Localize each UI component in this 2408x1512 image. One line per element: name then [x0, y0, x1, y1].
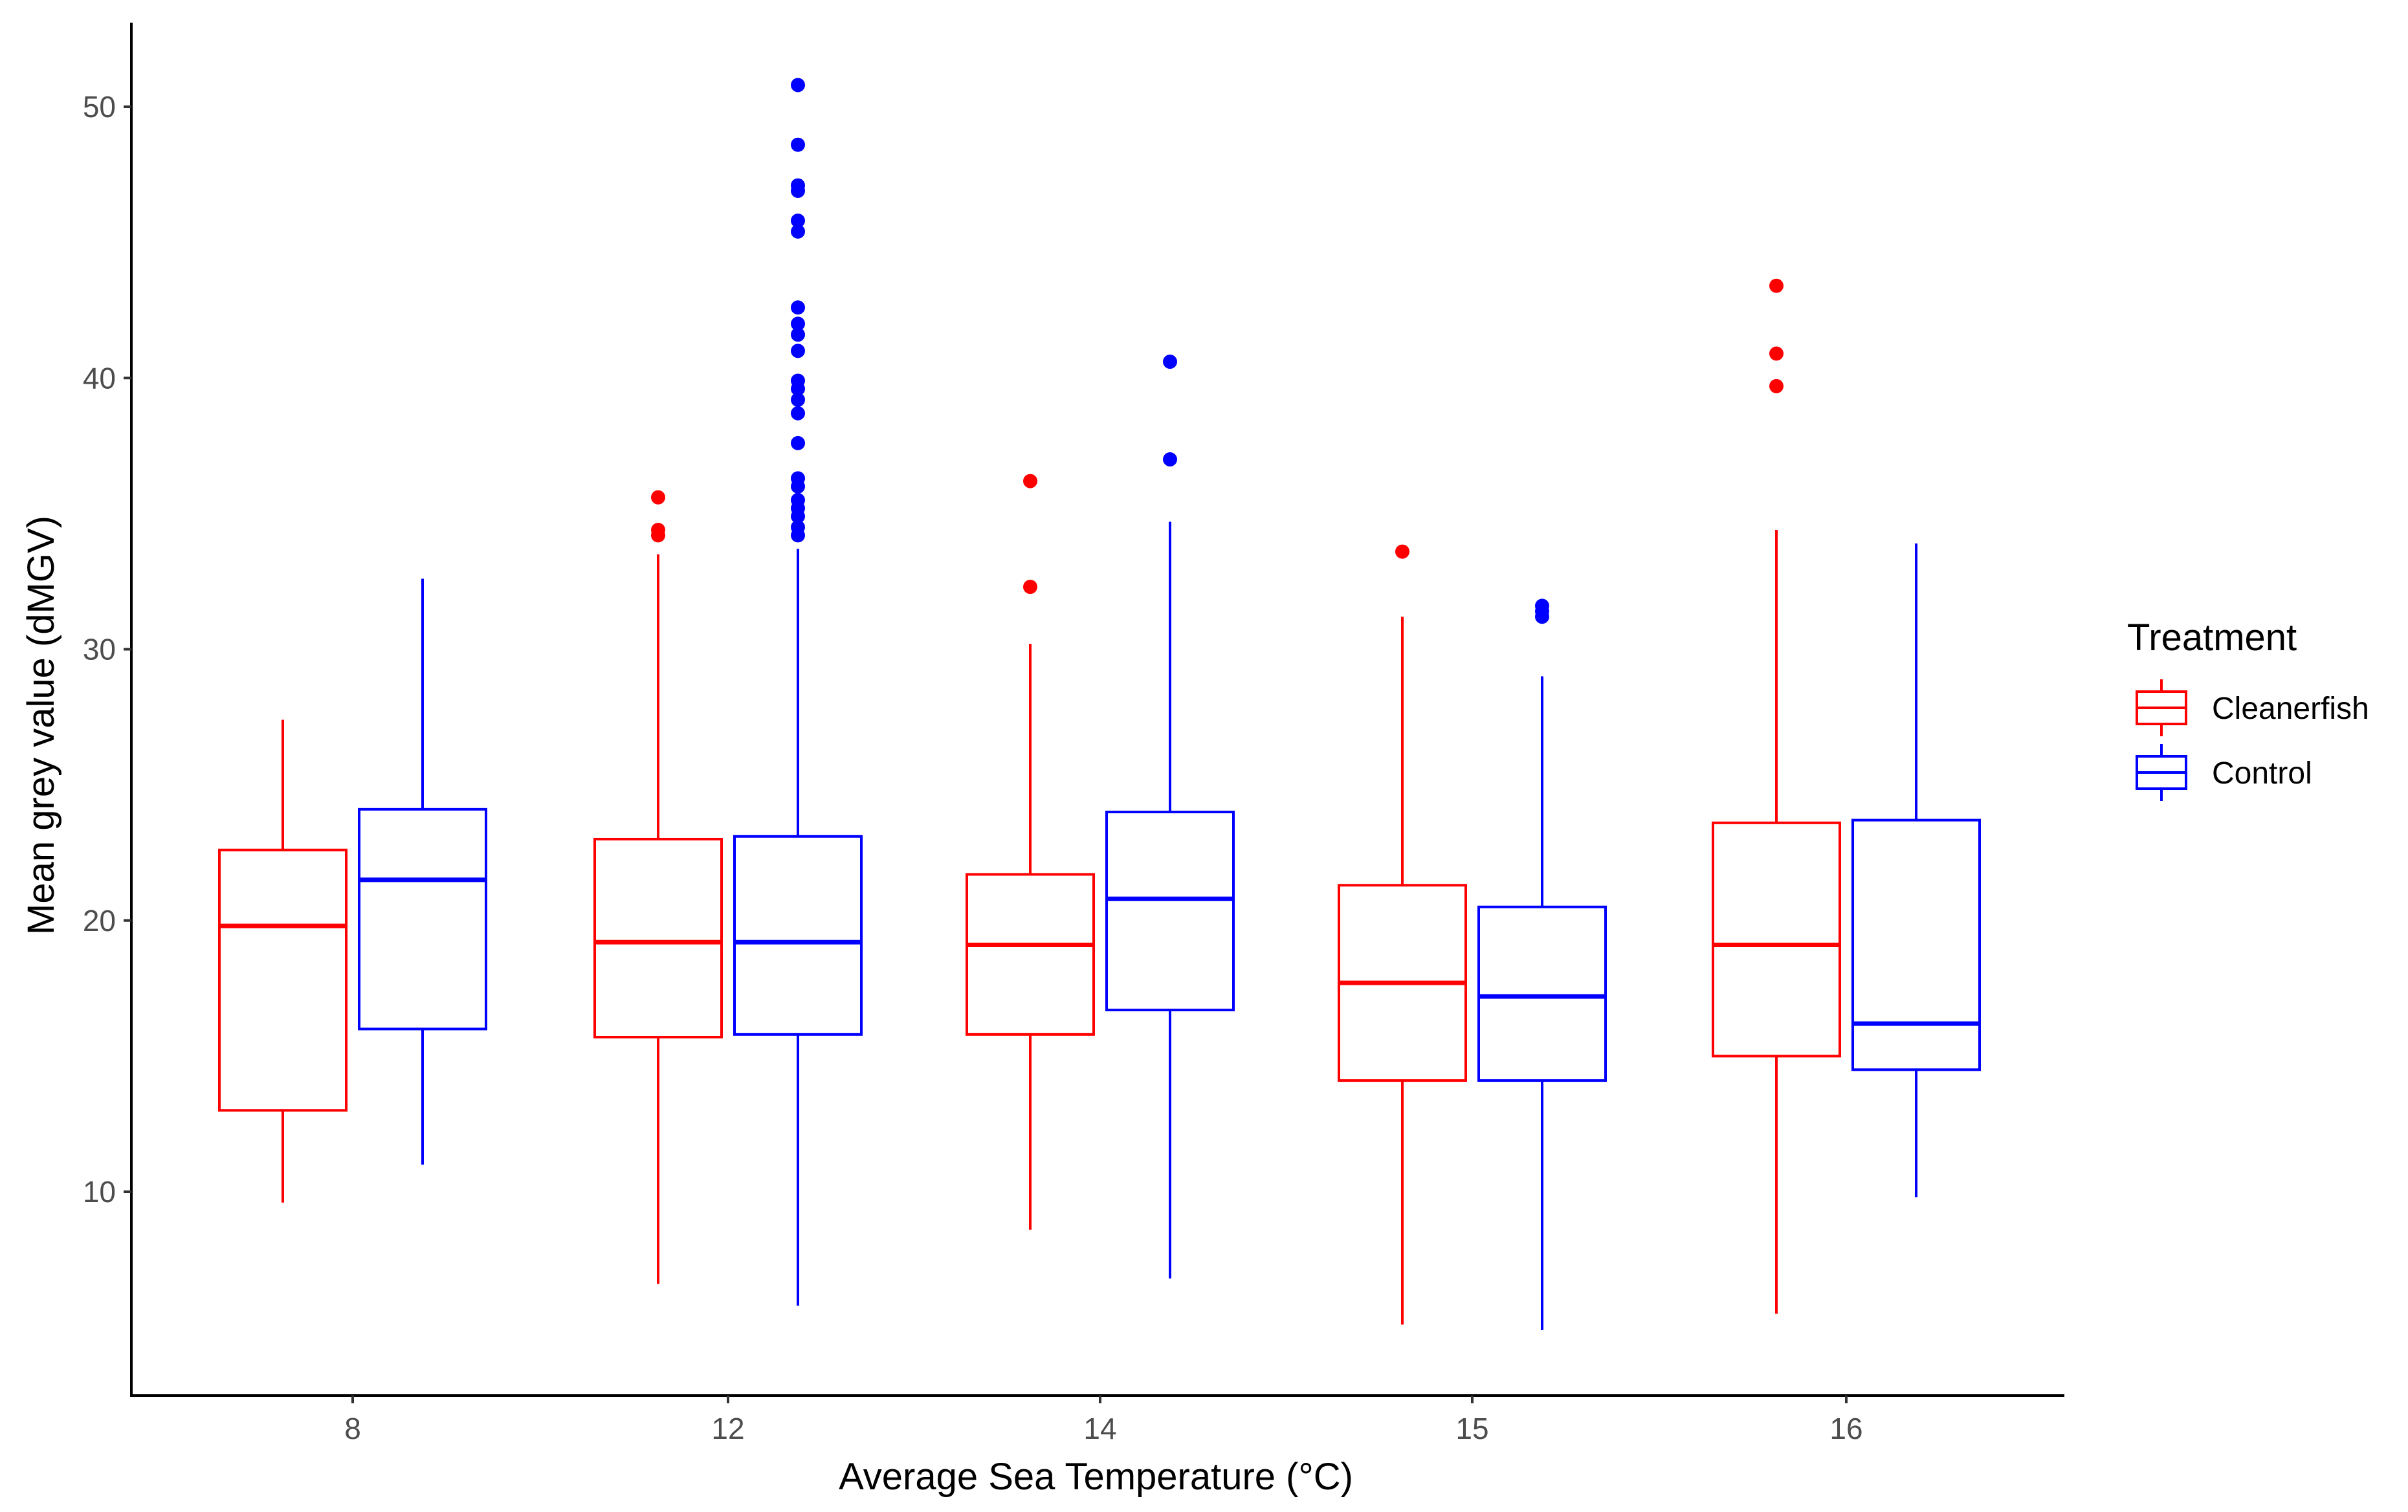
legend-label: Cleanerfish — [2212, 692, 2369, 726]
outlier-point — [791, 78, 805, 93]
outlier-point — [791, 435, 805, 450]
box-cleanerfish-15 — [1338, 544, 1467, 1325]
outlier-point — [791, 392, 805, 407]
outlier-point — [1769, 278, 1784, 293]
plot-area — [218, 78, 1981, 1330]
legend-item-cleanerfish: Cleanerfish — [2136, 679, 2369, 736]
box-cleanerfish-8 — [218, 719, 348, 1203]
outlier-point — [1023, 474, 1037, 488]
outlier-point — [791, 327, 805, 342]
y-axis-ticks: 10 20 30 40 50 — [83, 90, 131, 1209]
outlier-point — [791, 471, 805, 486]
x-tick-label: 15 — [1455, 1412, 1488, 1445]
outlier-point — [791, 224, 805, 239]
legend-items: Cleanerfish Control — [2136, 679, 2369, 801]
outlier-point — [791, 344, 805, 358]
box-cleanerfish-14 — [966, 474, 1095, 1230]
outlier-point — [791, 137, 805, 152]
outlier-point — [1769, 346, 1784, 361]
y-tick-label: 50 — [83, 90, 116, 124]
outlier-point — [1023, 580, 1037, 595]
box-iqr — [218, 848, 348, 1112]
outlier-point — [791, 406, 805, 421]
outlier-point — [1163, 355, 1177, 369]
y-tick-label: 20 — [83, 904, 116, 937]
box-iqr — [358, 807, 487, 1031]
x-tick-label: 16 — [1829, 1412, 1862, 1445]
legend-label: Control — [2212, 756, 2312, 791]
outlier-point — [1535, 598, 1549, 613]
box-control-14 — [1105, 355, 1235, 1279]
box-control-12 — [733, 78, 863, 1306]
legend-title: Treatment — [2127, 617, 2297, 659]
box-control-15 — [1477, 598, 1607, 1330]
outlier-point — [651, 490, 665, 505]
outlier-point — [791, 178, 805, 193]
box-cleanerfish-16 — [1712, 278, 1841, 1314]
y-axis-title: Mean grey value (dMGV) — [20, 516, 62, 935]
legend: Treatment Cleanerfish Control — [2127, 617, 2369, 801]
box-control-16 — [1851, 543, 1981, 1198]
box-control-8 — [358, 578, 487, 1165]
outlier-point — [791, 214, 805, 228]
outlier-point — [791, 492, 805, 507]
x-axis-title: Average Sea Temperature (°C) — [839, 1456, 1353, 1498]
y-tick-label: 30 — [83, 633, 116, 666]
x-tick-label: 8 — [344, 1412, 361, 1445]
legend-item-control: Control — [2136, 744, 2312, 801]
box-iqr — [966, 873, 1095, 1036]
outlier-point — [1163, 452, 1177, 467]
outlier-point — [791, 520, 805, 534]
x-tick-label: 14 — [1083, 1412, 1116, 1445]
box-iqr — [1105, 811, 1235, 1012]
y-tick-label: 10 — [83, 1175, 116, 1209]
box-cleanerfish-12 — [593, 490, 723, 1284]
box-iqr — [1712, 821, 1841, 1058]
outlier-point — [1769, 378, 1784, 393]
outlier-point — [1395, 544, 1409, 559]
outlier-point — [651, 523, 665, 538]
box-iqr — [593, 837, 723, 1039]
outlier-point — [791, 373, 805, 388]
outlier-point — [791, 300, 805, 315]
box-iqr — [1477, 905, 1607, 1082]
box-iqr — [1851, 818, 1981, 1071]
x-tick-label: 12 — [711, 1412, 744, 1445]
y-tick-label: 40 — [83, 361, 116, 395]
x-axis-ticks: 8 12 14 15 16 — [344, 1396, 1863, 1445]
box-iqr — [733, 835, 863, 1036]
outlier-point — [791, 316, 805, 331]
